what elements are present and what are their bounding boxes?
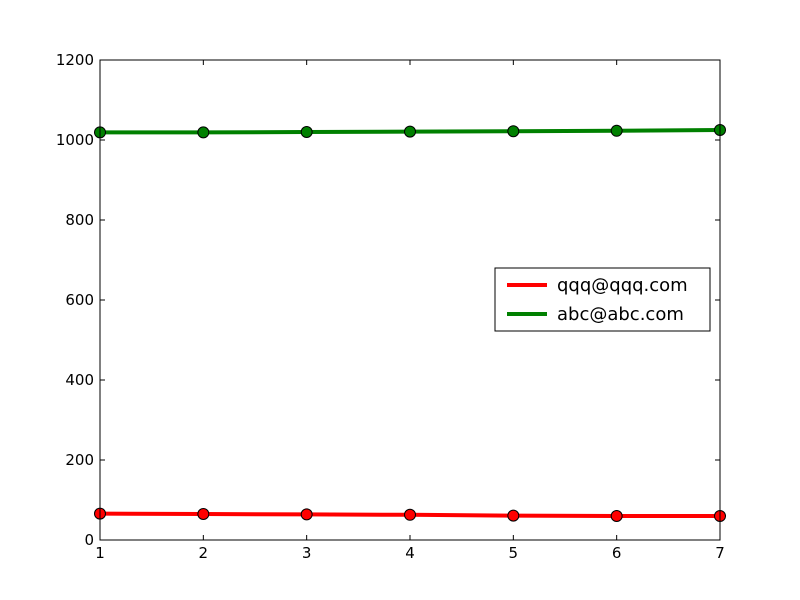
y-tick-label: 0	[84, 531, 94, 549]
x-tick-label: 6	[612, 544, 622, 562]
y-tick-label: 1200	[56, 51, 94, 69]
x-tick-label: 5	[509, 544, 519, 562]
y-tick-label: 1000	[56, 131, 94, 149]
data-point	[507, 509, 520, 522]
data-point	[300, 126, 313, 138]
legend-label: abc@abc.com	[557, 304, 684, 325]
y-tick-label: 200	[65, 451, 94, 469]
axes: 1 2 3 4 5 6 7 0 200 400 600 800 1000 1200	[56, 51, 725, 562]
y-tick-label: 400	[65, 371, 94, 389]
legend-label: qqq@qqq.com	[557, 275, 688, 296]
legend-box	[494, 267, 711, 332]
series-0	[94, 507, 726, 522]
legend-entry-1: abc@abc.com	[507, 304, 684, 325]
x-tick-label: 7	[715, 544, 725, 562]
y-tick-label: 600	[65, 291, 94, 309]
x-tick-label: 1	[95, 544, 105, 562]
x-tick-label: 4	[405, 544, 415, 562]
data-point	[404, 508, 416, 521]
data-point	[300, 508, 313, 521]
data-point	[507, 125, 520, 138]
x-tick-label: 2	[199, 544, 209, 562]
legend: qqq@qqq.com abc@abc.com	[494, 267, 711, 332]
data-point	[197, 126, 210, 139]
legend-entry-0: qqq@qqq.com	[507, 275, 688, 296]
data-point	[610, 124, 623, 137]
data-point	[610, 510, 623, 522]
plot-area	[94, 124, 726, 522]
y-tick-label: 800	[65, 211, 94, 229]
data-point	[404, 125, 416, 138]
data-point	[197, 508, 210, 520]
x-tick-label: 3	[302, 544, 312, 562]
